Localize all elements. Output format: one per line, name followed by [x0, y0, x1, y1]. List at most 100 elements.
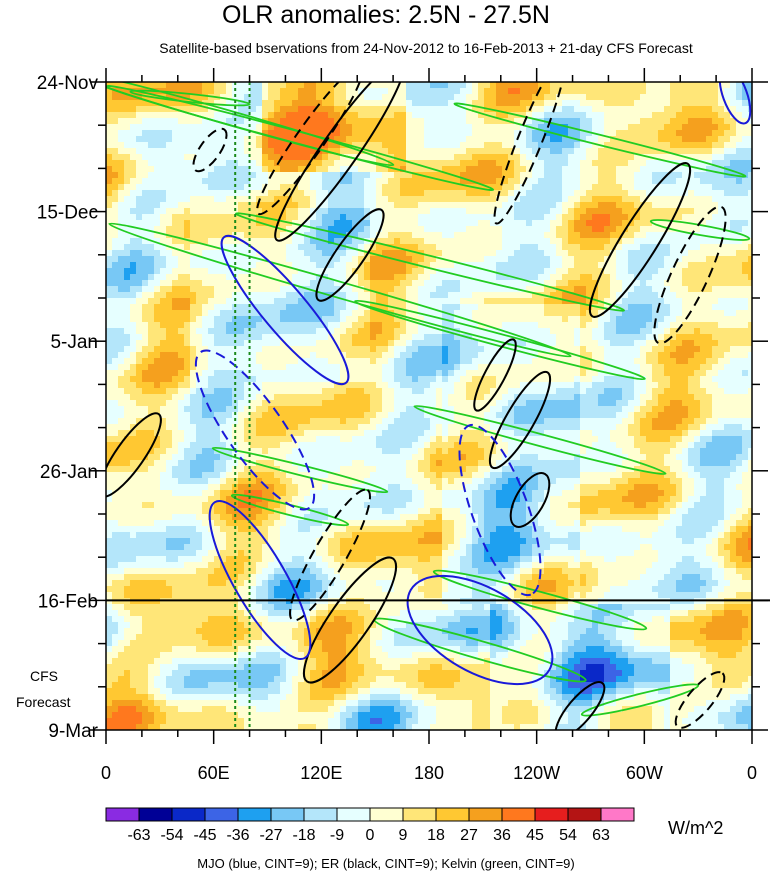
field-cell	[358, 352, 364, 358]
field-cell	[328, 118, 334, 124]
field-cell	[496, 352, 502, 358]
field-cell	[460, 220, 466, 226]
field-cell	[574, 430, 580, 436]
field-cell	[628, 292, 634, 298]
field-cell	[244, 364, 250, 370]
field-cell	[196, 136, 202, 142]
field-cell	[304, 220, 310, 226]
field-cell	[550, 82, 556, 88]
field-cell	[190, 190, 196, 196]
field-cell	[322, 298, 328, 304]
field-cell	[196, 154, 202, 160]
field-cell	[136, 190, 142, 196]
field-cell	[298, 316, 304, 322]
field-cell	[178, 106, 184, 112]
field-cell	[148, 130, 154, 136]
field-cell	[508, 232, 514, 238]
field-cell	[628, 100, 634, 106]
field-cell	[580, 238, 586, 244]
field-cell	[322, 226, 328, 232]
field-cell	[652, 208, 658, 214]
field-cell	[742, 100, 748, 106]
field-cell	[328, 196, 334, 202]
field-cell	[652, 424, 658, 430]
field-cell	[538, 400, 544, 406]
field-cell	[178, 280, 184, 286]
field-cell	[310, 406, 316, 412]
field-cell	[238, 352, 244, 358]
field-cell	[694, 118, 700, 124]
field-cell	[442, 220, 448, 226]
field-cell	[670, 250, 676, 256]
field-cell	[106, 358, 112, 364]
field-cell	[472, 322, 478, 328]
field-cell	[226, 214, 232, 220]
field-cell	[226, 178, 232, 184]
field-cell	[178, 298, 184, 304]
field-cell	[250, 412, 256, 418]
field-cell	[268, 154, 274, 160]
field-cell	[742, 184, 748, 190]
field-cell	[478, 190, 484, 196]
field-cell	[412, 244, 418, 250]
field-cell	[748, 250, 752, 256]
field-cell	[118, 298, 124, 304]
field-cell	[406, 190, 412, 196]
field-cell	[610, 394, 616, 400]
field-cell	[148, 262, 154, 268]
field-cell	[376, 316, 382, 322]
field-cell	[682, 412, 688, 418]
field-cell	[682, 178, 688, 184]
field-cell	[184, 166, 190, 172]
field-cell	[538, 184, 544, 190]
field-cell	[160, 304, 166, 310]
field-cell	[304, 148, 310, 154]
field-cell	[610, 382, 616, 388]
field-cell	[430, 250, 436, 256]
field-cell	[646, 184, 652, 190]
field-cell	[148, 400, 154, 406]
field-cell	[712, 100, 718, 106]
field-cell	[274, 148, 280, 154]
field-cell	[616, 154, 622, 160]
field-cell	[418, 376, 424, 382]
field-cell	[370, 298, 376, 304]
field-cell	[730, 184, 736, 190]
field-cell	[544, 184, 550, 190]
field-cell	[220, 262, 226, 268]
field-cell	[340, 226, 346, 232]
field-cell	[544, 208, 550, 214]
field-cell	[406, 244, 412, 250]
field-cell	[154, 262, 160, 268]
field-cell	[556, 172, 562, 178]
field-cell	[400, 178, 406, 184]
field-cell	[514, 328, 520, 334]
field-cell	[604, 424, 610, 430]
field-cell	[142, 376, 148, 382]
field-cell	[568, 208, 574, 214]
field-cell	[556, 262, 562, 268]
field-cell	[394, 274, 400, 280]
field-cell	[382, 436, 388, 442]
field-cell	[382, 124, 388, 130]
field-cell	[652, 400, 658, 406]
field-cell	[448, 82, 454, 88]
field-cell	[166, 304, 172, 310]
field-cell	[562, 112, 568, 118]
field-cell	[580, 274, 586, 280]
field-cell	[694, 346, 700, 352]
field-cell	[310, 226, 316, 232]
field-cell	[220, 148, 226, 154]
field-cell	[250, 226, 256, 232]
field-cell	[262, 100, 268, 106]
field-cell	[268, 310, 274, 316]
field-cell	[580, 142, 586, 148]
field-cell	[292, 316, 298, 322]
field-cell	[328, 388, 334, 394]
field-cell	[268, 436, 274, 442]
field-cell	[394, 430, 400, 436]
field-cell	[352, 202, 358, 208]
field-cell	[250, 424, 256, 430]
field-cell	[238, 382, 244, 388]
field-cell	[178, 226, 184, 232]
